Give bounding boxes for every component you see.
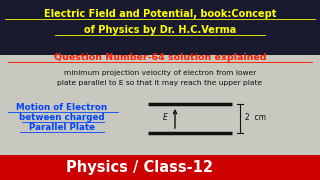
- Text: Question Number-64 solution explained: Question Number-64 solution explained: [54, 53, 266, 62]
- Bar: [0, 0, 320, 55]
- Text: Parallel Plate: Parallel Plate: [29, 123, 95, 132]
- Text: minimum projection velocity of electron from lower: minimum projection velocity of electron …: [64, 70, 256, 76]
- Text: plate parallel to E so that it may reach the upper plate: plate parallel to E so that it may reach…: [57, 80, 263, 86]
- Bar: [0, 155, 320, 180]
- Text: between charged: between charged: [19, 114, 105, 123]
- Text: Motion of Electron: Motion of Electron: [16, 103, 108, 112]
- Text: Physics / Class-12: Physics / Class-12: [67, 160, 213, 175]
- Text: Electric Field and Potential, book:Concept: Electric Field and Potential, book:Conce…: [44, 9, 276, 19]
- Bar: [0, 55, 320, 155]
- Text: E: E: [163, 112, 168, 122]
- Text: of Physics by Dr. H.C.Verma: of Physics by Dr. H.C.Verma: [84, 25, 236, 35]
- Text: 2  cm: 2 cm: [245, 114, 266, 123]
